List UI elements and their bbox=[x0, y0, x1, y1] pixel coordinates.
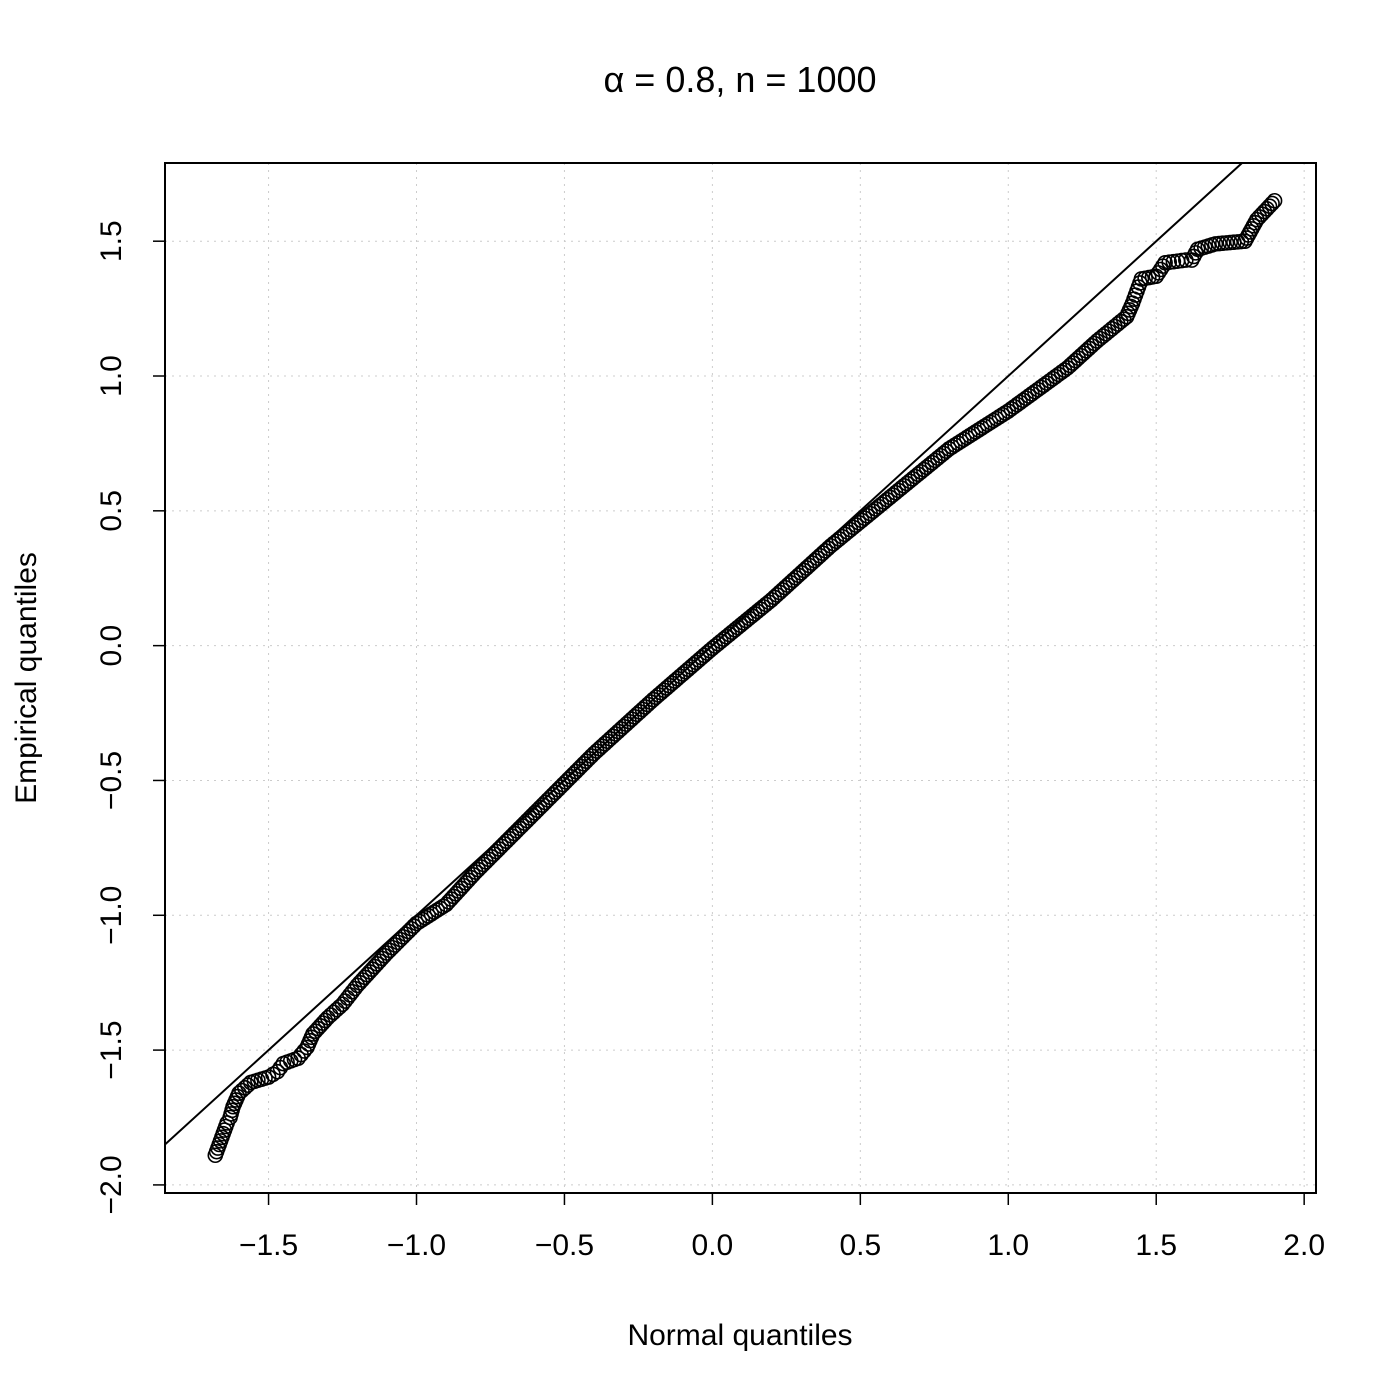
point-0-13-0 bbox=[319, 1009, 336, 1026]
y-tick-label-1: −1.5 bbox=[95, 1020, 128, 1079]
y-tick-label-5: 0.5 bbox=[95, 490, 128, 532]
y-tick-label-0: −2.0 bbox=[95, 1155, 128, 1214]
point-0-16-0 bbox=[379, 945, 395, 961]
x-tick-label-7: 2.0 bbox=[1283, 1229, 1325, 1262]
point-0-5-0 bbox=[237, 1080, 253, 1096]
point-0-7-0 bbox=[260, 1069, 277, 1085]
point-0-16-7 bbox=[397, 926, 414, 942]
x-tick-label-4: 0.5 bbox=[839, 1229, 881, 1262]
x-tick-label-1: −1.0 bbox=[387, 1229, 446, 1262]
x-axis: −1.5 −1.0 −0.5 0.0 0.5 1.0 1.5 2.0 bbox=[239, 1192, 1325, 1262]
point-0-42-5 bbox=[1261, 198, 1278, 214]
x-tick-label-0: −1.5 bbox=[239, 1229, 298, 1262]
point-0-4-1 bbox=[234, 1082, 250, 1099]
y-axis-label: Empirical quantiles bbox=[10, 552, 43, 804]
data-points bbox=[207, 192, 1283, 1164]
point-0-13-4 bbox=[331, 999, 348, 1015]
point-0-16-8 bbox=[400, 923, 417, 940]
point-0-16-3 bbox=[387, 937, 403, 953]
x-tick-label-2: −0.5 bbox=[535, 1229, 594, 1262]
point-0-last bbox=[1266, 192, 1283, 209]
x-axis-label: Normal quantiles bbox=[627, 1319, 852, 1352]
chart-title: α = 0.8, n = 1000 bbox=[603, 59, 876, 100]
y-tick-label-7: 1.5 bbox=[95, 220, 128, 262]
y-tick-label-2: −1.0 bbox=[95, 886, 128, 945]
point-0-13-1 bbox=[322, 1007, 339, 1023]
point-0-4-0 bbox=[231, 1085, 247, 1102]
point-0-16-2 bbox=[384, 939, 401, 956]
point-0-13-2 bbox=[325, 1004, 342, 1021]
point-0-12-4 bbox=[315, 1015, 331, 1031]
point-0-8-0 bbox=[269, 1063, 286, 1080]
point-0-16-6 bbox=[395, 929, 411, 945]
x-tick-label-5: 1.0 bbox=[987, 1229, 1029, 1262]
point-0-42-6 bbox=[1264, 195, 1280, 212]
point-0-12-5 bbox=[317, 1012, 334, 1029]
plot-frame bbox=[164, 162, 1317, 1194]
point-0-38-2 bbox=[1187, 245, 1204, 261]
point-0-16-5 bbox=[392, 931, 409, 948]
grid bbox=[165, 163, 1316, 1193]
point-0-13-3 bbox=[328, 1001, 345, 1018]
y-tick-label-3: −0.5 bbox=[95, 751, 128, 810]
point-0-16-4 bbox=[389, 934, 406, 951]
x-tick-label-6: 1.5 bbox=[1135, 1229, 1177, 1262]
x-tick-label-3: 0.0 bbox=[692, 1229, 734, 1262]
y-tick-label-6: 1.0 bbox=[95, 355, 128, 397]
y-axis: −2.0 −1.5 −1.0 −0.5 0.0 0.5 1.0 1.5 bbox=[95, 220, 166, 1215]
point-0-15-11 bbox=[376, 947, 393, 964]
point-0-16-1 bbox=[381, 942, 398, 959]
y-tick-label-4: 0.0 bbox=[95, 625, 128, 667]
